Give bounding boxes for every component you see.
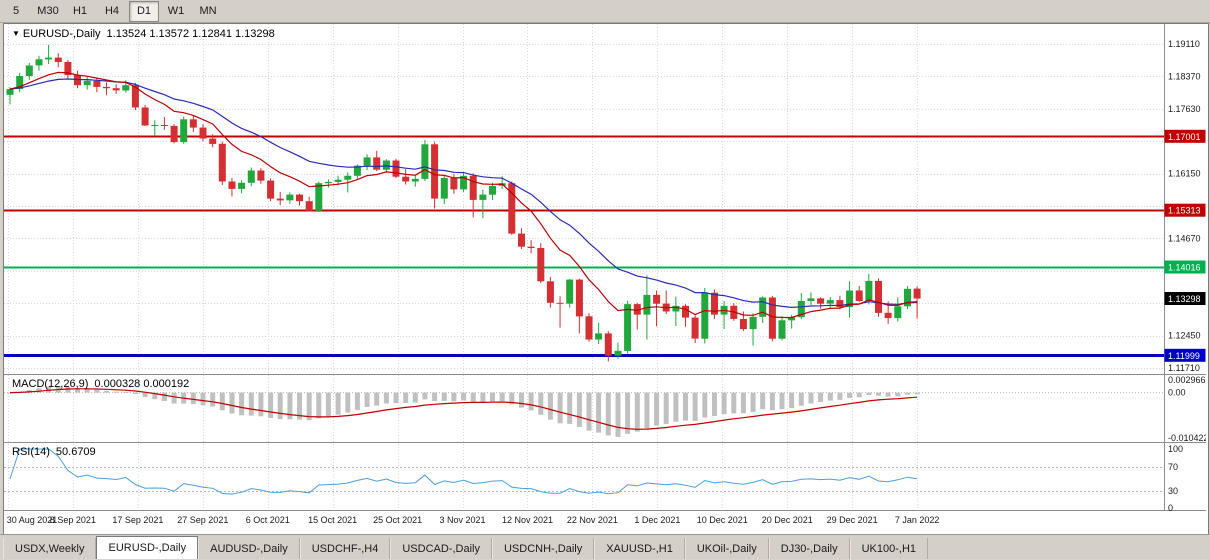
svg-text:6 Oct 2021: 6 Oct 2021	[246, 515, 290, 525]
svg-text:1.14016: 1.14016	[1168, 263, 1201, 273]
svg-text:20 Dec 2021: 20 Dec 2021	[762, 515, 813, 525]
chart-tab-usdx-weekly[interactable]: USDX,Weekly	[3, 538, 97, 559]
svg-text:30 Aug 2021: 30 Aug 2021	[7, 515, 58, 525]
svg-text:-0.010422: -0.010422	[1168, 433, 1206, 443]
svg-text:100: 100	[1168, 444, 1183, 454]
timeframe-button-d1[interactable]: D1	[129, 0, 159, 22]
chart-tab-usdchf-h4[interactable]: USDCHF-,H4	[299, 538, 391, 559]
price-tags: 1.17001 1.15313 1.14016 1.11999 1.13298	[1164, 129, 1206, 362]
svg-text:10 Dec 2021: 10 Dec 2021	[697, 515, 748, 525]
svg-text:15 Oct 2021: 15 Oct 2021	[308, 515, 357, 525]
svg-text:0: 0	[1168, 503, 1173, 513]
svg-text:1.17001: 1.17001	[1168, 132, 1201, 142]
svg-text:7 Jan 2022: 7 Jan 2022	[895, 515, 940, 525]
svg-text:22 Nov 2021: 22 Nov 2021	[567, 515, 618, 525]
svg-text:27 Sep 2021: 27 Sep 2021	[177, 515, 228, 525]
svg-text:8 Sep 2021: 8 Sep 2021	[50, 515, 96, 525]
svg-text:0.00: 0.00	[1168, 388, 1186, 398]
svg-text:1.14670: 1.14670	[1168, 233, 1201, 243]
svg-text:70: 70	[1168, 462, 1178, 472]
svg-text:25 Oct 2021: 25 Oct 2021	[373, 515, 422, 525]
svg-text:3 Nov 2021: 3 Nov 2021	[440, 515, 486, 525]
candles-layer	[6, 44, 921, 362]
horizontal-lines-layer[interactable]	[4, 135, 1164, 357]
svg-text:30: 30	[1168, 486, 1178, 496]
timeframe-button-m30[interactable]: M30	[37, 5, 59, 17]
macd-layer	[4, 386, 1164, 437]
svg-text:1.18370: 1.18370	[1168, 71, 1201, 81]
timeframe-button-h4[interactable]: H4	[104, 5, 120, 17]
panel-separators	[4, 24, 1206, 511]
svg-text:1 Dec 2021: 1 Dec 2021	[634, 515, 680, 525]
svg-text:1.16150: 1.16150	[1168, 169, 1201, 179]
price-axis[interactable]: 1.19110 1.18370 1.17630 1.16150 1.14670 1.124…	[1168, 39, 1206, 513]
chart-canvas[interactable]: 1.19110 1.18370 1.17630 1.16150 1.14670 1.124…	[4, 24, 1206, 532]
svg-text:1.17630: 1.17630	[1168, 104, 1201, 114]
svg-text:1.11999: 1.11999	[1168, 351, 1200, 361]
chart-tabs: USDX,Weekly EURUSD-,Daily AUDUSD-,Daily USD…	[0, 534, 1210, 559]
chart-tab-dj30-daily[interactable]: DJ30-,Daily	[768, 538, 850, 559]
svg-text:1.13298: 1.13298	[1168, 294, 1201, 304]
chart-tab-ukoil-daily[interactable]: UKOil-,Daily	[684, 538, 769, 559]
rsi-layer	[4, 448, 1164, 495]
timeframe-button-5[interactable]: 5	[12, 5, 20, 17]
chart-tab-usdcnh-daily[interactable]: USDCNH-,Daily	[491, 538, 595, 559]
svg-text:12 Nov 2021: 12 Nov 2021	[502, 515, 553, 525]
chart-tab-xauusd-h1[interactable]: XAUUSD-,H1	[594, 538, 685, 559]
chart-tab-audusd-daily[interactable]: AUDUSD-,Daily	[198, 538, 300, 559]
chart-tab-eurusd-daily[interactable]: EURUSD-,Daily	[96, 536, 199, 559]
svg-text:1.11710: 1.11710	[1168, 363, 1200, 373]
timeframe-toolbar: 5 M30 H1 H4 D1 W1 MN	[0, 0, 1210, 23]
chart-tab-uk100-h1[interactable]: UK100-,H1	[849, 538, 929, 559]
timeframe-button-mn[interactable]: MN	[199, 5, 217, 17]
chart-tab-usdcad-daily[interactable]: USDCAD-,Daily	[390, 538, 492, 559]
svg-text:0.002966: 0.002966	[1168, 375, 1206, 385]
svg-text:17 Sep 2021: 17 Sep 2021	[112, 515, 163, 525]
timeframe-button-w1[interactable]: W1	[167, 5, 185, 17]
svg-text:1.19110: 1.19110	[1168, 39, 1200, 49]
svg-text:29 Dec 2021: 29 Dec 2021	[827, 515, 878, 525]
chart-window: 1.19110 1.18370 1.17630 1.16150 1.14670 1.124…	[3, 23, 1209, 535]
svg-text:1.15313: 1.15313	[1168, 206, 1201, 216]
timeframe-button-h1[interactable]: H1	[72, 5, 88, 17]
svg-text:1.12450: 1.12450	[1168, 331, 1201, 341]
